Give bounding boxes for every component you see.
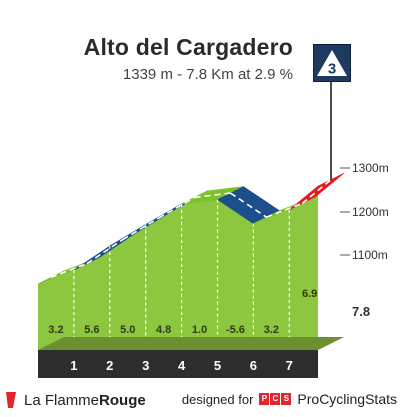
profile-segment-face (145, 203, 182, 350)
flag-icon (6, 392, 16, 408)
profile-segment-face (289, 186, 319, 350)
profile-segment-face (109, 224, 146, 350)
km-label: 7 (286, 358, 293, 373)
gradient-label: 6.9 (302, 288, 317, 300)
profile-segment-face (73, 246, 110, 350)
altitude-label: 1200m (352, 205, 389, 219)
profile-segment-top (289, 172, 345, 211)
pcs-brand-text: ProCyclingStats (297, 391, 397, 407)
designed-for-text: designed for (181, 391, 254, 407)
pcs-logo-icon: P C S (259, 393, 292, 405)
km-label: 2 (106, 358, 113, 373)
brand-suffix: Rouge (99, 391, 146, 409)
km-strip-top (38, 337, 345, 350)
km-label: 5 (214, 358, 221, 373)
climb-title: Alto del Cargadero (83, 34, 293, 60)
gradient-label: 3.2 (264, 324, 279, 336)
designed-for-credit: designed for P C S ProCyclingStats (182, 391, 397, 407)
profile-segment-face (217, 199, 254, 350)
profile-segment-face (38, 270, 74, 350)
profile-centerline (50, 262, 88, 279)
pcs-letter: P (259, 393, 270, 405)
laflammerouge-logo: La Flamme Rouge (4, 390, 146, 410)
altitude-label: 1100m (352, 248, 388, 262)
profile-centerline (86, 238, 124, 265)
gradient-label: -5.6 (226, 324, 245, 336)
km-label: 6 (250, 358, 257, 373)
category-triangle-icon: 3 (317, 50, 347, 78)
profile-centerline (122, 217, 160, 241)
pcs-letter: C (270, 393, 281, 405)
gradient-label: 4.8 (156, 324, 171, 336)
pcs-letter: S (281, 393, 292, 405)
profile-centerline (230, 192, 267, 218)
altitude-label: 1300m (352, 161, 389, 175)
category-number: 3 (328, 61, 336, 78)
gradient-label: 3.2 (48, 324, 63, 336)
km-label: 3 (142, 358, 149, 373)
profile-centerline (301, 179, 332, 205)
profile-centerline (266, 202, 303, 218)
gradient-label: 5.0 (120, 324, 135, 336)
profile-centerline (194, 192, 231, 199)
profile-segment-face (253, 209, 290, 350)
gradient-label: 1.0 (192, 324, 207, 336)
profile-segment-face (181, 199, 218, 350)
profile-centerline (158, 196, 195, 219)
brand-prefix: La Flamme (24, 391, 100, 409)
total-distance-label: 7.8 (352, 304, 370, 319)
km-label: 4 (178, 358, 186, 373)
gradient-label: 5.6 (84, 324, 99, 336)
climb-summary: 1339 m - 7.8 Km at 2.9 % (122, 66, 293, 83)
km-strip (38, 350, 319, 378)
category-badge: 3 (313, 44, 351, 82)
km-label: 1 (70, 358, 77, 373)
